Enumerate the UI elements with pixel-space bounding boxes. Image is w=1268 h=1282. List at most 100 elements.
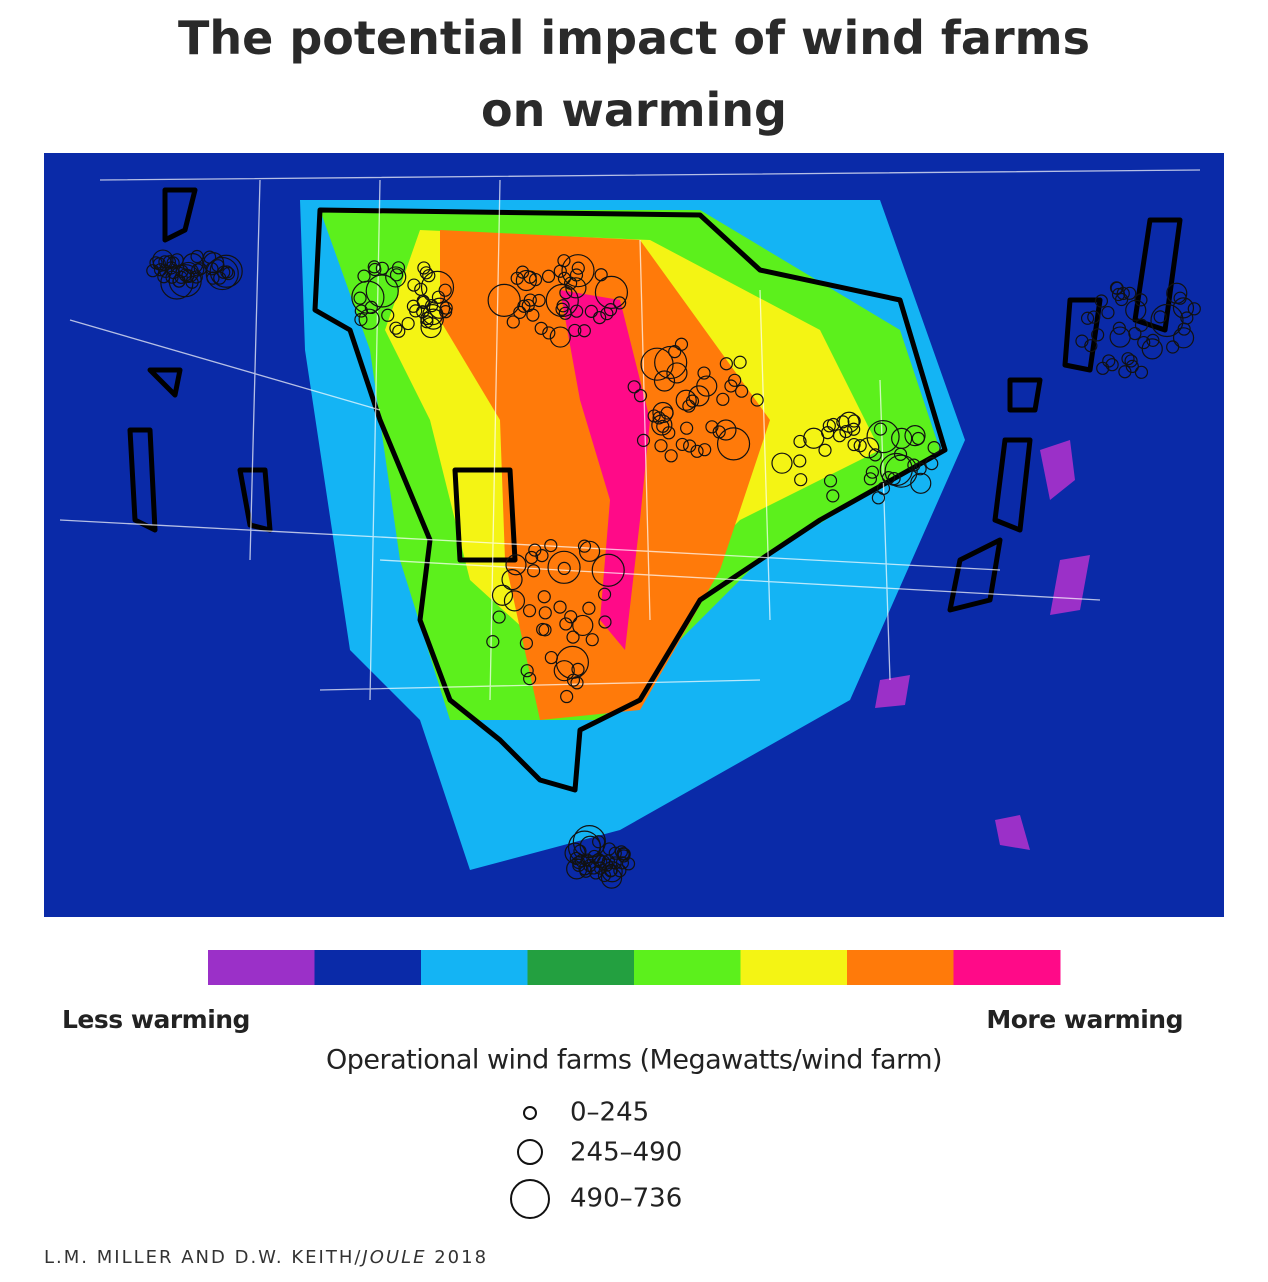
wind-farm xyxy=(818,443,832,457)
wind-farm xyxy=(553,264,567,278)
wind-farm xyxy=(674,337,689,351)
wind-farm xyxy=(675,389,697,411)
wind-farm xyxy=(354,304,368,318)
wind-farm xyxy=(492,610,506,624)
colorbar-swatch xyxy=(634,950,741,985)
wind-farm xyxy=(1134,293,1148,307)
wind-farm xyxy=(680,421,694,435)
wind-farm xyxy=(364,300,378,315)
wind-farm xyxy=(664,449,678,463)
wind-farm xyxy=(566,630,580,644)
wind-farm xyxy=(559,617,573,631)
wind-farm xyxy=(1124,354,1138,368)
size-legend-label: 0–245 xyxy=(570,1098,649,1128)
wind-farm xyxy=(666,362,688,384)
wind-farm xyxy=(566,673,581,687)
size-legend-symbol xyxy=(523,1106,537,1120)
wind-farm xyxy=(523,270,537,284)
wind-farm xyxy=(547,550,581,584)
wind-farm xyxy=(420,311,434,326)
wind-farm xyxy=(532,293,546,308)
wind-farm xyxy=(847,437,861,452)
wind-farm xyxy=(571,662,585,676)
wind-farm xyxy=(750,393,764,407)
region xyxy=(875,440,1090,850)
wind-farms xyxy=(146,249,1201,889)
wind-farm xyxy=(401,316,415,331)
wind-farm xyxy=(724,379,738,393)
wind-farm xyxy=(600,307,614,321)
wind-farm xyxy=(636,433,651,447)
wind-farm xyxy=(1153,310,1167,324)
wind-farm xyxy=(220,265,234,279)
region-outline xyxy=(127,187,1183,793)
wind-farm xyxy=(1094,294,1109,308)
wind-farm xyxy=(185,275,199,289)
wind-farm xyxy=(826,489,840,503)
wind-farm xyxy=(879,452,913,487)
wind-farm xyxy=(716,427,751,461)
wind-farm xyxy=(668,345,682,359)
wind-farm xyxy=(585,633,599,647)
wind-farm xyxy=(913,462,927,476)
wind-farm xyxy=(203,250,217,264)
high-label: More warming xyxy=(986,1005,1183,1034)
wind-farm xyxy=(604,863,618,877)
wind-farm xyxy=(690,444,704,458)
wind-farm xyxy=(715,419,737,441)
wind-farm xyxy=(523,293,537,307)
wind-farm xyxy=(506,315,520,329)
wind-farm xyxy=(505,554,527,576)
wind-farm xyxy=(1112,321,1126,335)
wind-farm xyxy=(491,584,514,606)
wind-farm xyxy=(868,448,882,462)
wind-farm xyxy=(698,443,712,457)
wind-farm xyxy=(823,474,838,488)
wind-farm xyxy=(149,256,163,270)
colorbar-swatch xyxy=(208,950,315,985)
wind-farm xyxy=(553,660,575,682)
credit-authors: L.M. MILLER AND D.W. KEITH/ xyxy=(44,1247,362,1268)
wind-farm xyxy=(803,427,825,449)
wind-farm xyxy=(170,253,184,267)
wind-farm xyxy=(587,849,601,864)
wind-farm xyxy=(564,610,578,624)
wind-farm xyxy=(527,564,541,578)
wind-farm xyxy=(1101,305,1115,320)
wind-farm xyxy=(582,601,596,615)
wind-farm xyxy=(675,437,689,452)
wind-farm xyxy=(1087,310,1101,324)
wind-farm xyxy=(392,324,406,338)
wind-farm xyxy=(1080,311,1095,325)
wind-farm xyxy=(414,282,428,296)
colorbar-swatch xyxy=(740,950,848,985)
wind-farm xyxy=(1166,340,1180,354)
wind-farm xyxy=(557,561,571,576)
wind-farm xyxy=(520,664,534,678)
wind-farm xyxy=(1128,326,1142,341)
wind-farm xyxy=(735,384,749,398)
wind-farm xyxy=(365,274,399,308)
wind-farm xyxy=(381,308,395,322)
wind-farm xyxy=(911,431,925,446)
wind-farm xyxy=(146,264,160,278)
wind-farm xyxy=(866,420,900,454)
wind-farm xyxy=(660,406,674,420)
wind-farm xyxy=(420,315,434,329)
wind-farm xyxy=(653,370,676,392)
wind-farm xyxy=(836,415,850,429)
wind-farm xyxy=(1123,286,1137,300)
wind-farm xyxy=(542,326,556,340)
wind-farm xyxy=(662,426,676,440)
size-legend-title: Operational wind farms (Megawatts/wind f… xyxy=(326,1045,942,1076)
wind-farm xyxy=(577,539,592,553)
wind-farm xyxy=(907,458,921,472)
wind-farm xyxy=(603,303,618,317)
wind-farm xyxy=(927,441,941,455)
wind-farm xyxy=(601,861,623,883)
wind-farm xyxy=(538,623,552,637)
wind-farm xyxy=(534,321,548,335)
wind-farm xyxy=(910,472,932,494)
wind-farm xyxy=(647,409,661,423)
